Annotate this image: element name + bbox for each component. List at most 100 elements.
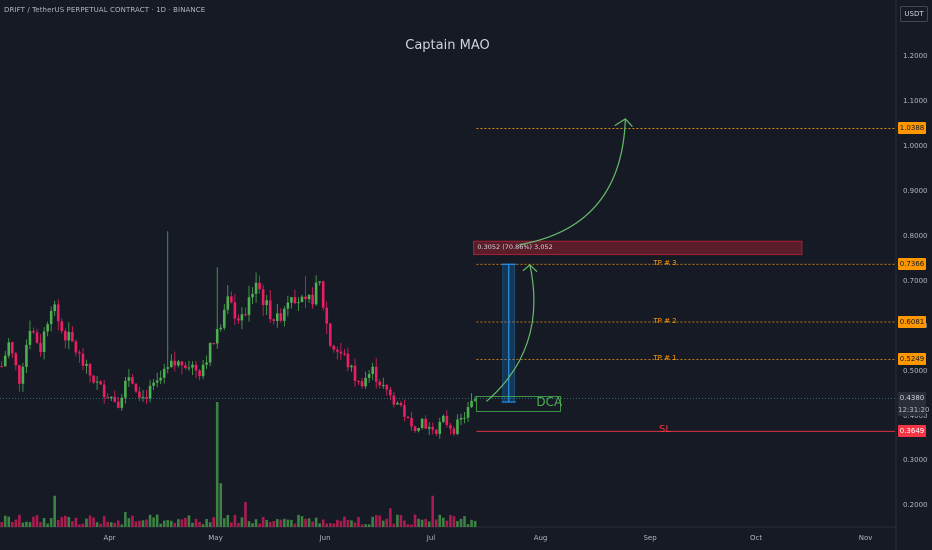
- candle-body: [152, 382, 155, 386]
- candle-body: [385, 385, 389, 390]
- candle-body: [283, 308, 286, 321]
- candle-body: [456, 419, 459, 434]
- volume-bar: [184, 517, 187, 527]
- candle-body: [297, 302, 300, 304]
- candle-body: [148, 385, 152, 399]
- volume-bar: [374, 515, 378, 527]
- candle-body: [286, 302, 290, 309]
- volume-bar: [42, 517, 46, 527]
- candle-body: [99, 381, 102, 385]
- candle-body: [102, 384, 106, 398]
- candle-body: [417, 428, 420, 431]
- volume-bar: [187, 515, 191, 527]
- volume-bar: [173, 522, 177, 527]
- volume-bar: [265, 520, 268, 527]
- candle-body: [237, 318, 240, 321]
- dca-box: [476, 396, 561, 412]
- x-tick-label: Nov: [858, 534, 873, 542]
- volume-bar: [449, 515, 452, 527]
- volume-bar: [268, 522, 272, 527]
- volume-bar: [413, 514, 417, 527]
- candle-body: [141, 397, 145, 399]
- volume-bar: [434, 519, 438, 527]
- volume-bar: [177, 519, 180, 527]
- volume-bar: [237, 522, 240, 527]
- candle-body: [247, 297, 251, 315]
- volume-bar: [141, 520, 145, 527]
- volume-bar: [403, 520, 406, 527]
- x-tick-label: Aug: [533, 534, 548, 542]
- volume-bar: [233, 514, 237, 527]
- volume-bar: [293, 523, 297, 527]
- volume-bar: [99, 523, 102, 527]
- candle-body: [85, 363, 88, 366]
- volume-bar: [124, 512, 127, 527]
- candle-body: [131, 377, 134, 384]
- volume-bar: [424, 518, 427, 527]
- candle-body: [81, 353, 85, 366]
- volume-bar: [32, 516, 35, 527]
- candle-body: [399, 402, 403, 406]
- candle-body: [445, 415, 449, 426]
- candle-body: [381, 385, 385, 387]
- candle-body: [212, 343, 215, 345]
- volume-bar: [332, 523, 336, 527]
- volume-bar: [381, 520, 385, 527]
- candle-body: [304, 296, 307, 300]
- volume-bar: [300, 516, 304, 527]
- currency-button[interactable]: USDT: [900, 6, 928, 22]
- volume-bar: [109, 522, 113, 527]
- volume-bar: [353, 522, 357, 527]
- volume-bar: [304, 518, 307, 527]
- volume-bar: [360, 524, 364, 527]
- volume-bar: [63, 515, 67, 527]
- volume-bar: [357, 516, 360, 527]
- candle-body: [42, 331, 46, 352]
- candle-body: [371, 366, 374, 374]
- y-tick-label: 0.7000: [903, 276, 928, 285]
- volume-bar: [350, 520, 353, 527]
- level-price-badge: 0.3649: [898, 425, 926, 438]
- candle-body: [60, 321, 64, 332]
- candle-body: [321, 281, 325, 308]
- candle-body: [205, 362, 208, 365]
- volume-bar: [194, 518, 198, 527]
- candle-body: [184, 365, 187, 369]
- candle-body: [364, 377, 367, 387]
- candle-body: [261, 289, 265, 306]
- candle-body: [46, 324, 49, 332]
- candle-body: [339, 351, 343, 354]
- tp2-label: TP # 2: [653, 316, 677, 325]
- volume-bar: [21, 522, 25, 527]
- volume-bar: [283, 518, 286, 527]
- y-tick-label: 0.8000: [903, 231, 928, 240]
- volume-bar: [470, 519, 473, 527]
- candle-body: [138, 391, 141, 398]
- candle-body: [67, 331, 71, 341]
- candle-body: [230, 296, 233, 303]
- volume-bar: [78, 524, 81, 527]
- candle-body: [201, 364, 205, 377]
- arrow-curve-1: [486, 264, 535, 402]
- volume-bar: [389, 508, 392, 527]
- volume-bar: [396, 514, 399, 527]
- x-tick-label: Jul: [426, 534, 436, 542]
- candle-body: [431, 426, 435, 430]
- volume-bar: [431, 495, 435, 527]
- volume-bar: [74, 517, 78, 527]
- candle-body: [233, 302, 237, 319]
- volume-bar: [113, 522, 117, 527]
- candle-body: [56, 304, 60, 322]
- volume-bar: [134, 521, 138, 527]
- volume-bar: [106, 521, 109, 527]
- candle-body: [459, 417, 463, 420]
- candle-body: [413, 426, 417, 431]
- volume-bar: [385, 518, 389, 527]
- volume-bar: [399, 515, 403, 527]
- volume-bar: [445, 520, 449, 527]
- level-price-badge: 1.0388: [898, 122, 926, 135]
- volume-bar: [92, 517, 95, 527]
- volume-bar: [272, 521, 276, 527]
